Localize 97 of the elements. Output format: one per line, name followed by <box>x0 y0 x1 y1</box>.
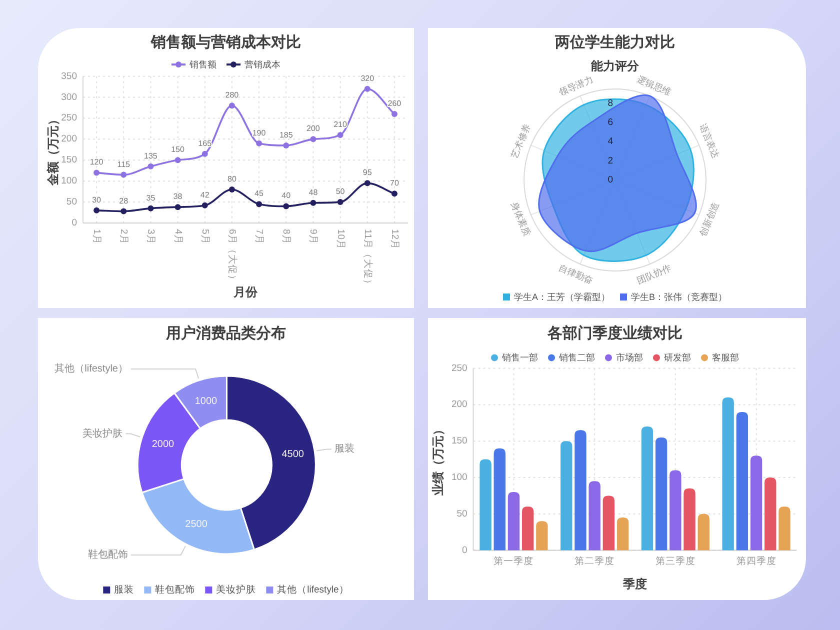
data-label: 95 <box>362 168 372 178</box>
data-label: 200 <box>306 124 320 134</box>
x-tick-label: 8月 <box>280 229 292 244</box>
legend-label: 营销成本 <box>244 60 280 70</box>
x-tick-label: 4月 <box>172 229 184 244</box>
chart-subtitle: 能力评分 <box>591 59 640 73</box>
y-tick-label: 0 <box>462 544 468 556</box>
spoke-label: 身体素质 <box>509 200 532 238</box>
data-label: 48 <box>308 188 318 197</box>
data-label: 28 <box>119 196 129 206</box>
y-tick-label: 150 <box>61 154 77 166</box>
y-tick-label: 350 <box>61 70 77 82</box>
data-label: 2500 <box>185 519 208 530</box>
y-tick-label: 8 <box>608 98 613 109</box>
slice-label: 美妆护肤 <box>82 427 123 440</box>
y-tick-label: 150 <box>451 436 468 447</box>
spoke-label: 团队协作 <box>635 262 673 286</box>
y-tick-label: 0 <box>72 218 77 228</box>
y-tick-label: 300 <box>61 92 77 103</box>
data-label: 120 <box>90 158 104 167</box>
y-axis-title: 金额（万元） <box>46 114 60 187</box>
x-tick-label: 6月（大促） <box>226 229 238 284</box>
spoke-label: 创新创造 <box>698 200 721 238</box>
y-tick-label: 50 <box>66 196 77 208</box>
legend-label: 客服部 <box>712 352 739 363</box>
chart-title: 销售额与营销成本对比 <box>150 33 301 51</box>
x-tick-label: 7月 <box>254 229 265 244</box>
y-tick-label: 50 <box>456 508 468 520</box>
spoke-label: 艺术修养 <box>509 122 532 160</box>
spoke-label: 领导潜力 <box>557 74 595 98</box>
legend-label: 学生B：张伟（竞赛型） <box>631 292 728 302</box>
slice-label: 鞋包配饰 <box>88 548 128 560</box>
y-tick-label: 6 <box>608 117 613 128</box>
data-label: 185 <box>279 130 294 140</box>
data-label: 2000 <box>152 438 175 450</box>
data-label: 280 <box>225 90 240 100</box>
legend-label: 销售一部 <box>501 352 538 363</box>
x-tick-label: 第三季度 <box>655 554 696 567</box>
x-tick-label: 第一季度 <box>494 554 534 567</box>
y-tick-label: 200 <box>61 134 77 145</box>
data-label: 260 <box>388 99 402 108</box>
data-label: 320 <box>360 74 375 83</box>
y-tick-label: 0 <box>608 174 613 186</box>
data-label: 210 <box>334 120 348 129</box>
data-label: 45 <box>254 189 264 198</box>
data-label: 40 <box>282 191 292 200</box>
data-label: 115 <box>117 160 131 169</box>
chart-title: 各部门季度业绩对比 <box>546 324 682 342</box>
slice-label: 服装 <box>334 442 354 455</box>
data-label: 50 <box>336 187 346 196</box>
y-tick-label: 250 <box>61 112 77 124</box>
x-tick-label: 5月 <box>199 229 210 244</box>
spoke-label: 语言表达 <box>698 122 721 160</box>
data-label: 80 <box>228 174 237 184</box>
legend-label: 其他（lifestyle） <box>277 584 349 596</box>
legend-label: 销售二部 <box>558 352 595 363</box>
y-tick-label: 2 <box>608 155 613 166</box>
spoke-label: 逻辑思维 <box>635 74 673 98</box>
legend-label: 服装 <box>114 584 134 596</box>
data-label: 165 <box>198 138 212 148</box>
data-label: 38 <box>173 192 183 202</box>
chart-title: 用户消费品类分布 <box>165 324 286 342</box>
data-label: 150 <box>171 145 186 154</box>
x-tick-label: 1月 <box>91 229 102 244</box>
data-label: 70 <box>390 178 400 188</box>
spoke-label: 自律勤奋 <box>557 262 595 286</box>
legend-label: 销售额 <box>188 60 216 70</box>
x-tick-label: 10月 <box>334 229 346 250</box>
legend-label: 学生A：王芳（学霸型） <box>514 292 610 302</box>
x-tick-label: 第二季度 <box>574 554 615 567</box>
x-axis-title: 季度 <box>622 577 647 591</box>
legend-label: 市场部 <box>616 352 643 363</box>
data-label: 1000 <box>194 396 218 407</box>
y-tick-label: 200 <box>451 399 468 410</box>
x-tick-label: 12月 <box>388 229 400 250</box>
y-tick-label: 100 <box>61 176 77 187</box>
x-tick-label: 2月 <box>118 229 130 244</box>
y-tick-label: 4 <box>608 136 613 148</box>
data-label: 42 <box>200 190 210 200</box>
y-axis-title: 业绩（万元） <box>431 423 445 496</box>
x-tick-label: 第四季度 <box>736 554 776 567</box>
x-tick-label: 9月 <box>308 229 319 244</box>
data-label: 190 <box>252 128 266 138</box>
y-tick-label: 100 <box>451 472 468 483</box>
legend-label: 美妆护肤 <box>216 584 256 596</box>
data-label: 4500 <box>282 449 304 460</box>
x-tick-label: 11月（大促） <box>362 229 374 289</box>
chart-title: 两位学生能力对比 <box>554 34 675 51</box>
x-tick-label: 3月 <box>145 229 156 244</box>
legend-label: 鞋包配饰 <box>155 584 196 596</box>
legend-label: 研发部 <box>664 352 691 363</box>
data-label: 135 <box>144 151 158 160</box>
slice-label: 其他（lifestyle） <box>54 362 128 374</box>
data-label: 30 <box>92 195 102 204</box>
x-axis-title: 月份 <box>232 285 258 299</box>
data-label: 35 <box>146 193 156 202</box>
y-tick-label: 250 <box>451 362 468 374</box>
